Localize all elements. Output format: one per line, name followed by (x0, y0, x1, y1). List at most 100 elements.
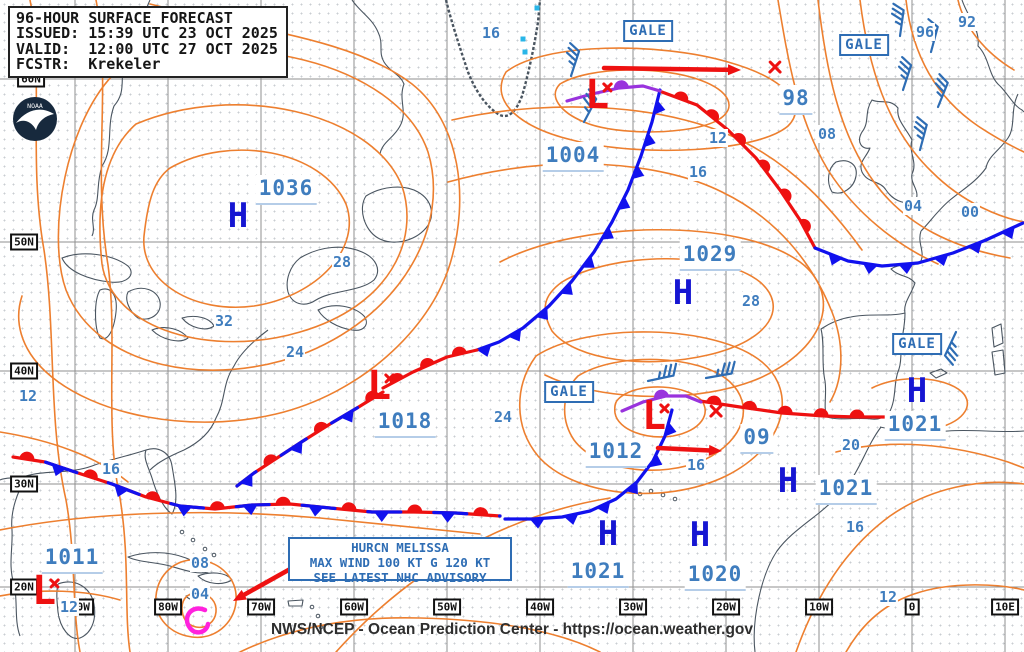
warm-front-line (660, 90, 817, 250)
isobar-line (239, 616, 601, 652)
motion-arrow-head (233, 589, 248, 601)
isobar-line (613, 386, 706, 438)
coastline (56, 581, 96, 639)
cold-front-triangle (560, 282, 573, 295)
island (315, 613, 321, 619)
warm-front-semicircle (758, 159, 771, 173)
wind-barb-icon (913, 116, 928, 152)
island (309, 604, 315, 610)
high-pressure-symbol: H (777, 461, 799, 501)
coastline (151, 327, 189, 342)
wind-barb-icon (565, 42, 581, 78)
ice-edge-dot (520, 36, 526, 42)
pressure-value-label: 1029 (679, 241, 741, 271)
cold-front-triangle (1001, 226, 1015, 239)
island (660, 492, 666, 498)
warm-front-semicircle (145, 491, 160, 501)
cold-front-triangle (601, 226, 614, 240)
advisory-line-3: SEE LATEST NHC ADVISORY (313, 569, 487, 585)
latitude-label: 30N (10, 475, 38, 493)
warm-front-semicircle (779, 188, 792, 203)
cold-front-triangle (529, 518, 545, 529)
warm-front-semicircle (705, 109, 720, 122)
cold-front-triangle (625, 481, 638, 495)
longitude-label: 20W (712, 598, 740, 616)
isobar-line (871, 377, 969, 429)
latitude-label: 50N (10, 233, 38, 251)
latitude-label: 20N (10, 578, 38, 596)
wind-barb-icon (890, 2, 905, 38)
coastline (286, 246, 379, 305)
motion-arrow-head (727, 64, 741, 76)
isobar-value-label: 20 (840, 436, 862, 454)
high-pressure-symbol: H (597, 514, 619, 554)
warm-front-semicircle (673, 91, 689, 102)
gale-warning-box: GALE (892, 333, 942, 355)
pressure-value-label: 1020 (684, 561, 746, 591)
isobar-value-label: 12 (17, 387, 39, 405)
longitude-label: 10E (991, 598, 1019, 616)
island (190, 537, 196, 543)
longitude-label: 70W (247, 598, 275, 616)
header-forecaster: FCSTR: Krekeler (16, 54, 161, 73)
cold-front-triangle (933, 254, 949, 267)
warm-front-semicircle (799, 218, 811, 233)
warm-front-semicircle (341, 502, 357, 511)
longitude-label: 30W (619, 598, 647, 616)
longitude-label: 40W (526, 598, 554, 616)
pressure-value-label: 1036 (255, 175, 317, 205)
low-pressure-symbol: L (642, 396, 672, 436)
warm-front-semicircle (365, 390, 380, 403)
isobar-line (99, 104, 408, 343)
cold-front-triangle (240, 474, 253, 487)
pressure-value-label: 98 (779, 85, 813, 115)
coastline (820, 312, 906, 420)
pressure-value-label: 09 (740, 424, 774, 454)
cold-front-line (503, 408, 674, 521)
warm-front-semicircle (313, 421, 328, 434)
coastline (144, 448, 177, 515)
isobar-value-label: 12 (877, 588, 899, 606)
fronts (11, 80, 1024, 529)
isobar-value-label: 04 (189, 585, 211, 603)
longitude-label: 50W (433, 598, 461, 616)
isobar-line (95, 0, 131, 652)
cold-front-triangle (968, 241, 982, 254)
island (179, 529, 185, 535)
high-pressure-symbol: H (227, 196, 249, 236)
cold-front-triangle (664, 422, 677, 437)
cold-front-triangle (508, 329, 522, 342)
pressure-value-label: 1018 (374, 408, 436, 438)
isobar-line (0, 511, 481, 535)
warm-front-semicircle (733, 133, 746, 146)
hurricane-advisory-box: HURCN MELISSA MAX WIND 100 KT G 120 KT S… (288, 537, 512, 584)
longitude-label: 60W (340, 598, 368, 616)
cold-front-triangle (289, 441, 303, 454)
warm-front-semicircle (654, 389, 669, 400)
isobar-value-label: 00 (959, 203, 981, 221)
warm-front-line (381, 348, 479, 390)
stationary-front-line (11, 455, 502, 518)
coastline (361, 186, 433, 243)
warm-front-semicircle (742, 400, 757, 410)
header-valid: VALID: 12:00 UTC 27 OCT 2025 (16, 39, 278, 58)
high-pressure-symbol: H (672, 273, 694, 313)
coastline (929, 368, 948, 379)
cold-front-triangle (563, 513, 579, 525)
isobar-value-label: 04 (902, 197, 924, 215)
coastline (920, 93, 1019, 232)
island (672, 496, 678, 502)
island (202, 546, 208, 552)
cold-front-triangle (828, 253, 843, 266)
cold-front-triangle (898, 263, 914, 274)
isobar-value-label: 24 (492, 408, 514, 426)
cold-front-triangle (535, 307, 549, 320)
isobar-line (155, 559, 237, 639)
isobar-line (451, 106, 863, 251)
high-pressure-symbol: H (689, 515, 711, 555)
isobar-line (17, 3, 461, 423)
header-title: 96-HOUR SURFACE FORECAST (16, 9, 233, 27)
cold-front-triangle (374, 512, 390, 522)
